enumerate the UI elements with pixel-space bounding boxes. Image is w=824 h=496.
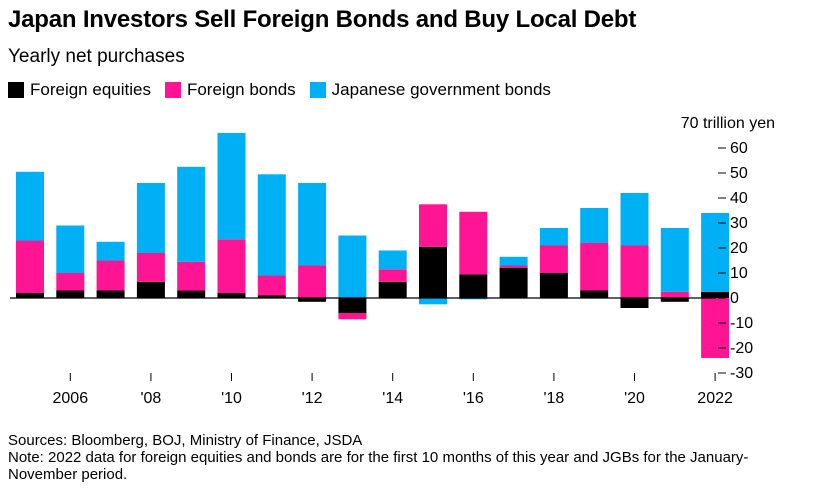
bar-foreign-bonds-2017 [499,265,528,268]
y-tick-label--20: -20 [730,340,753,357]
bar-jgb-2011 [257,174,286,276]
bar-foreign-bonds-2015 [419,204,447,247]
bar-foreign-bonds-2005 [16,240,44,293]
bar-jgb-2019 [580,208,609,243]
x-tick-label-2014: '14 [382,390,403,407]
y-tick-label-20: 20 [730,240,748,257]
bar-foreign-bonds-2019 [580,243,609,291]
footnotes: Sources: Bloomberg, BOJ, Ministry of Fin… [8,432,808,483]
y-tick-label-30: 30 [730,215,748,232]
y-tick-label-40: 40 [730,190,748,207]
bar-foreign-bonds-2014 [378,269,407,282]
bar-foreign-equities-2011 [257,295,286,298]
chart-subtitle: Yearly net purchases [8,46,185,67]
bar-foreign-bonds-2009 [177,261,206,291]
bar-foreign-bonds-2012 [298,265,327,298]
bar-foreign-equities-2020 [620,298,649,308]
bar-foreign-bonds-2011 [257,275,286,296]
y-tick-label--10: -10 [730,315,753,332]
bar-foreign-equities-2007 [96,290,125,298]
bar-foreign-equities-2006 [56,290,85,298]
y-tick-label-0: 0 [730,290,739,307]
x-tick-label-2022: 2022 [697,390,733,407]
x-tick-label-2012: '12 [302,390,323,407]
chart-area: 70 trillion yen 60 50 40 30 20 10 0 -10 -20 -30 200… [10,115,775,407]
y-tick-label-10: 10 [730,265,748,282]
bar-jgb-2020 [620,193,649,246]
bar-jgb-2006 [56,225,85,273]
bar-foreign-bonds-2007 [96,260,125,291]
x-tick-label-2010: '10 [221,390,242,407]
bar-foreign-bonds-2016 [459,211,488,275]
legend-swatch-foreign-bonds [164,82,181,98]
bar-foreign-equities-2008 [136,281,165,299]
sources-note: Sources: Bloomberg, BOJ, Ministry of Fin… [8,432,363,449]
bar-foreign-equities-2021 [660,298,689,302]
legend-swatch-foreign-equities [8,82,24,98]
bar-jgb-2008 [136,183,165,253]
bar-foreign-bonds-2008 [136,253,165,282]
bar-foreign-bonds-2018 [539,245,568,273]
legend-label-foreign-equities: Foreign equities [30,80,151,99]
legend-item-foreign-bonds: Foreign bonds [164,80,296,100]
bar-foreign-equities-2009 [177,290,206,298]
bar-jgb-2014 [378,250,407,270]
bar-jgb-2015 [419,298,447,305]
bar-jgb-2022 [701,213,730,292]
x-tick-label-2018: '18 [543,390,564,407]
bar-foreign-bonds-2013 [338,313,367,320]
chart-title: Japan Investors Sell Foreign Bonds and B… [8,6,637,33]
x-tick-label-2016: '16 [463,390,484,407]
bar-foreign-equities-2015 [419,246,447,299]
bar-foreign-equities-2012 [298,298,327,302]
bar-foreign-equities-2010 [217,293,246,298]
legend-item-jgb: Japanese government bonds [309,80,551,100]
bar-jgb-2005 [16,171,44,241]
legend-item-foreign-equities: Foreign equities [8,80,151,100]
bar-foreign-bonds-2022 [701,298,730,358]
legend: Foreign equities Foreign bonds Japanese … [8,80,565,100]
bar-foreign-equities-2013 [338,298,367,313]
bar-foreign-bonds-2020 [620,245,649,298]
bar-jgb-2009 [177,166,206,262]
bar-jgb-2012 [298,183,327,266]
bar-jgb-2007 [96,241,125,261]
y-tick-label-60: 60 [730,140,748,157]
bar-jgb-2013 [338,235,367,298]
data-note: Note: 2022 data for foreign equities and… [8,449,749,483]
bar-foreign-bonds-2006 [56,273,85,291]
bar-jgb-2016 [459,298,488,300]
y-tick-label-50: 50 [730,165,748,182]
x-tick-label-2008: '08 [140,390,161,407]
bar-foreign-bonds-2010 [217,239,246,294]
bar-foreign-equities-2017 [499,268,528,298]
bar-foreign-equities-2022 [701,291,730,299]
bar-foreign-equities-2019 [580,290,609,298]
y-axis-label: 70 trillion yen [681,115,775,132]
bar-foreign-equities-2014 [378,281,407,299]
bar-jgb-2017 [499,256,528,266]
legend-swatch-jgb [309,82,326,98]
bar-jgb-2010 [217,133,246,240]
x-tick-label-2020: '20 [624,390,645,407]
bar-foreign-bonds-2021 [660,291,689,299]
bar-foreign-equities-2018 [539,273,568,298]
bar-foreign-equities-2005 [16,293,44,298]
bar-foreign-equities-2016 [459,274,488,299]
y-tick-label--30: -30 [730,365,753,382]
x-tick-label-2006: 2006 [53,390,89,407]
legend-label-jgb: Japanese government bonds [331,80,551,99]
legend-label-foreign-bonds: Foreign bonds [186,80,296,99]
bar-jgb-2021 [660,228,689,292]
bar-jgb-2018 [539,228,568,246]
